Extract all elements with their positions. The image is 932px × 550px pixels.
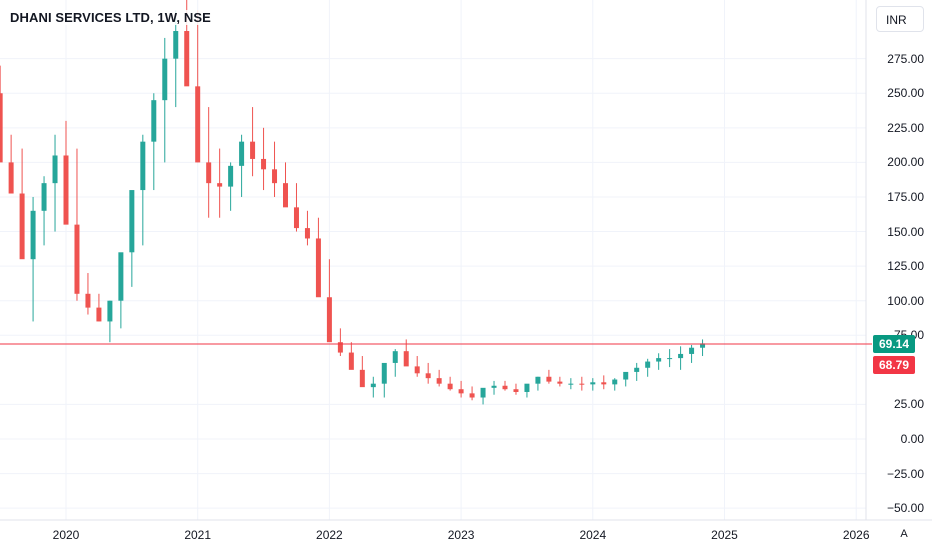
- candle-body: [392, 351, 398, 363]
- price-tick-label: 100.00: [887, 293, 924, 308]
- candle-body: [568, 383, 574, 385]
- time-tick-label: 2025: [711, 528, 738, 542]
- candle-body: [315, 238, 321, 298]
- candle-body: [645, 361, 651, 368]
- price-tick-label: 250.00: [887, 86, 924, 101]
- candle-body: [601, 382, 607, 385]
- candle-body: [283, 183, 288, 208]
- candle-body: [546, 376, 552, 382]
- candle-body: [184, 31, 190, 87]
- candles: [0, 0, 706, 405]
- candle-body: [381, 362, 387, 384]
- candle-body: [700, 343, 706, 348]
- price-tick-label: −25.00: [886, 466, 924, 481]
- candle-body: [425, 373, 431, 379]
- candle-body: [162, 58, 168, 101]
- candle-body: [524, 383, 530, 392]
- candle-body: [480, 387, 486, 398]
- candle-body: [19, 193, 25, 260]
- auto-scale-button[interactable]: A: [900, 528, 908, 540]
- candle-body: [195, 86, 201, 163]
- candle-body: [359, 369, 365, 388]
- time-tick-label: 2022: [316, 528, 343, 542]
- price-tick-label: 275.00: [887, 51, 924, 66]
- candle-body: [151, 100, 157, 142]
- candle-body: [293, 207, 299, 229]
- candle-body: [228, 165, 234, 187]
- candle-body: [85, 293, 91, 308]
- candle-body: [206, 162, 212, 184]
- candle-body: [337, 342, 343, 353]
- candle-body: [513, 389, 519, 392]
- candle-body: [96, 307, 102, 322]
- price-tick-label: 0.00: [900, 432, 924, 446]
- candle-body: [612, 379, 618, 385]
- candle-body: [129, 190, 135, 253]
- candle-body: [261, 158, 267, 170]
- grid-lines: [0, 0, 866, 520]
- candle-body: [63, 155, 69, 225]
- price-tick-label: 200.00: [887, 155, 924, 170]
- price-tick-label: 225.00: [887, 120, 924, 135]
- time-tick-label: 2023: [447, 528, 475, 542]
- candle-body: [217, 183, 223, 187]
- candle-body: [173, 31, 179, 59]
- time-tick-label: 2024: [579, 528, 607, 542]
- current-price-label: 69.14: [873, 335, 915, 353]
- candle-body: [590, 382, 596, 385]
- candle-body: [250, 141, 256, 159]
- candle-body: [491, 385, 497, 388]
- candle-body: [41, 183, 47, 211]
- candle-body: [52, 155, 58, 184]
- candle-body: [656, 358, 662, 362]
- candle-body: [535, 376, 541, 384]
- currency-button[interactable]: INR: [876, 6, 924, 32]
- price-tick-label: 25.00: [893, 397, 924, 412]
- chart-title: DHANI SERVICES LTD, 1W, NSE: [8, 10, 213, 25]
- candle-body: [678, 353, 684, 359]
- time-tick-label: 2020: [52, 528, 80, 542]
- candle-body: [689, 347, 695, 354]
- candle-body: [239, 141, 245, 166]
- candle-body: [634, 367, 640, 372]
- candle-body: [458, 389, 464, 394]
- candle-body: [579, 383, 585, 385]
- candle-body: [8, 162, 14, 194]
- prev-close-label: 68.79: [873, 356, 915, 374]
- price-tick-label: 150.00: [887, 224, 924, 239]
- candle-body: [118, 252, 124, 301]
- candle-body: [667, 358, 673, 360]
- candle-body: [140, 141, 146, 191]
- price-tick-label: 175.00: [887, 189, 924, 204]
- candle-body: [30, 210, 36, 260]
- candle-body: [326, 297, 332, 343]
- candle-body: [272, 169, 278, 184]
- candle-body: [74, 224, 80, 294]
- price-tick-label: −50.00: [886, 501, 924, 516]
- candle-body: [107, 300, 113, 322]
- time-tick-label: 2026: [842, 528, 870, 542]
- candle-body: [0, 93, 3, 163]
- candle-body: [414, 366, 420, 374]
- candle-body: [304, 228, 310, 239]
- candle-body: [502, 385, 508, 390]
- candle-body: [403, 351, 409, 367]
- candle-body: [557, 381, 563, 384]
- time-tick-label: 2021: [184, 528, 212, 542]
- price-tick-label: 125.00: [887, 259, 924, 274]
- candle-body: [370, 383, 376, 388]
- candle-body: [469, 393, 475, 398]
- candle-body: [348, 352, 354, 370]
- candle-body: [436, 378, 442, 384]
- candle-body: [447, 383, 453, 390]
- candle-body: [623, 371, 629, 380]
